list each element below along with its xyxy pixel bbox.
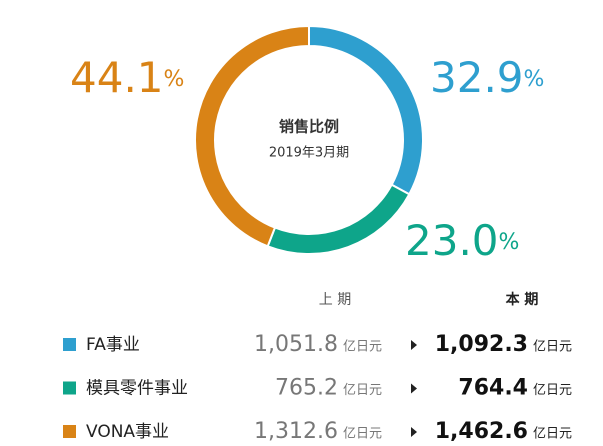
legend-swatch — [63, 338, 76, 351]
unit: 亿日元 — [533, 340, 572, 355]
value-number: 44.1 — [70, 53, 164, 102]
unit: 亿日元 — [343, 340, 382, 355]
row-name: FA事业 — [86, 335, 140, 355]
value-number: 23.0 — [405, 216, 499, 265]
previous-value: 1,051.8 — [254, 332, 338, 357]
legend-swatch — [63, 381, 76, 395]
current-value: 1,092.3 — [435, 332, 528, 357]
chart-subtitle: 2019年3月期 — [269, 146, 349, 161]
chart-title: 销售比例 — [279, 118, 339, 136]
arrow — [411, 383, 417, 394]
value-number: 32.9 — [430, 53, 524, 102]
column-header: 本 期 — [506, 291, 539, 308]
previous-value: 765.2 — [275, 376, 338, 401]
unit: 亿日元 — [533, 427, 572, 442]
value-unit: % — [524, 67, 545, 92]
donut-segment — [194, 24, 310, 248]
value-label: 44.1% — [70, 53, 184, 102]
column-header: 上 期 — [319, 292, 351, 308]
current-value: 1,462.6 — [435, 419, 528, 444]
arrow — [411, 340, 417, 350]
arrow — [411, 427, 417, 437]
value-label: 32.9% — [430, 53, 544, 102]
value-unit: % — [499, 230, 520, 255]
unit: 亿日元 — [343, 427, 382, 442]
donut-segment — [266, 183, 411, 255]
row-name: VONA事业 — [86, 422, 169, 442]
unit: 亿日元 — [533, 383, 572, 398]
donut-segment — [308, 24, 424, 196]
unit: 亿日元 — [343, 383, 382, 398]
legend-swatch — [63, 425, 76, 438]
current-value: 764.4 — [458, 376, 528, 401]
value-label: 23.0% — [405, 216, 519, 265]
previous-value: 1,312.6 — [254, 419, 338, 444]
value-unit: % — [164, 67, 185, 92]
row-name: 模具零件事业 — [86, 379, 188, 399]
